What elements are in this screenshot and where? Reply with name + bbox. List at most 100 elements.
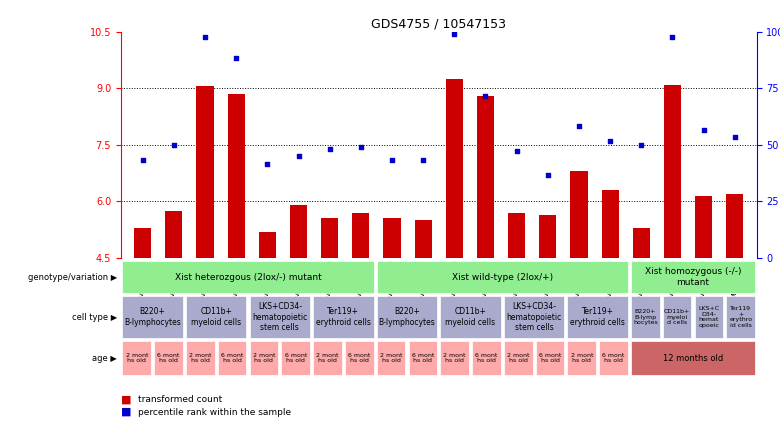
Text: transformed count: transformed count [138, 395, 222, 404]
Point [604, 138, 616, 145]
Bar [377, 296, 437, 338]
Text: percentile rank within the sample: percentile rank within the sample [138, 407, 291, 417]
Text: ■: ■ [121, 394, 131, 404]
Bar [122, 296, 183, 338]
Point [729, 134, 741, 141]
Bar [384, 218, 401, 258]
Bar [633, 228, 650, 258]
Bar [415, 220, 432, 258]
Text: 12 months old: 12 months old [663, 354, 723, 363]
Bar [441, 296, 501, 338]
Point [510, 147, 523, 154]
Bar [570, 171, 587, 258]
Text: CD11b+
myeloi
d cells: CD11b+ myeloi d cells [664, 309, 690, 325]
Point [168, 141, 180, 148]
Point [199, 34, 211, 41]
Bar [472, 341, 501, 375]
Bar [314, 341, 342, 375]
Bar [250, 296, 310, 338]
Text: genotype/variation ▶: genotype/variation ▶ [28, 272, 117, 282]
Bar [321, 218, 339, 258]
Bar [568, 296, 628, 338]
Bar [695, 196, 712, 258]
Bar [504, 341, 533, 375]
Point [666, 34, 679, 41]
Point [230, 55, 243, 61]
Bar [508, 213, 525, 258]
Point [136, 157, 149, 163]
Point [448, 30, 460, 37]
Text: Ter119+
erythroid cells: Ter119+ erythroid cells [316, 308, 370, 327]
Bar [197, 86, 214, 258]
Bar [353, 213, 370, 258]
Text: 2 mont
hs old: 2 mont hs old [253, 353, 275, 363]
Bar [664, 85, 681, 258]
Bar [259, 232, 276, 258]
Text: 2 mont
hs old: 2 mont hs old [380, 353, 402, 363]
Bar [186, 341, 214, 375]
Text: 6 mont
hs old: 6 mont hs old [475, 353, 498, 363]
Bar [290, 205, 307, 258]
Text: 6 mont
hs old: 6 mont hs old [158, 353, 179, 363]
Text: Ter119+
erythroid cells: Ter119+ erythroid cells [570, 308, 625, 327]
Bar [409, 341, 437, 375]
Text: 2 mont
hs old: 2 mont hs old [443, 353, 466, 363]
Bar [377, 341, 406, 375]
Text: Xist homozygous (-/-)
mutant: Xist homozygous (-/-) mutant [645, 267, 741, 287]
Text: 6 mont
hs old: 6 mont hs old [539, 353, 561, 363]
Point [386, 157, 399, 163]
Bar [445, 79, 463, 258]
Point [479, 93, 491, 99]
Bar [631, 261, 755, 293]
Bar [631, 296, 660, 338]
Bar [218, 341, 246, 375]
Bar [282, 341, 310, 375]
Text: Ter119
+
erythro
id cells: Ter119 + erythro id cells [729, 306, 752, 328]
Text: 6 mont
hs old: 6 mont hs old [221, 353, 243, 363]
Point [324, 145, 336, 152]
Text: B220+
B-lymp
hocytes: B220+ B-lymp hocytes [633, 309, 658, 325]
Text: 2 mont
hs old: 2 mont hs old [507, 353, 530, 363]
Text: B220+
B-lymphocytes: B220+ B-lymphocytes [378, 308, 435, 327]
Bar [154, 341, 183, 375]
Point [541, 172, 554, 179]
Bar [536, 341, 564, 375]
Text: LKS+CD34-
hematopoietic
stem cells: LKS+CD34- hematopoietic stem cells [506, 302, 562, 332]
Text: age ▶: age ▶ [92, 354, 117, 363]
Bar [695, 296, 723, 338]
Text: 6 mont
hs old: 6 mont hs old [602, 353, 625, 363]
Bar [345, 341, 374, 375]
Bar [726, 194, 743, 258]
Text: CD11b+
myeloid cells: CD11b+ myeloid cells [191, 308, 241, 327]
Bar [228, 94, 245, 258]
Bar [726, 296, 755, 338]
Bar [250, 341, 278, 375]
Text: 2 mont
hs old: 2 mont hs old [189, 353, 211, 363]
Text: Xist wild-type (2lox/+): Xist wild-type (2lox/+) [452, 272, 553, 282]
Bar [122, 341, 151, 375]
Text: CD11b+
myeloid cells: CD11b+ myeloid cells [445, 308, 495, 327]
Text: 2 mont
hs old: 2 mont hs old [570, 353, 593, 363]
Bar [441, 341, 469, 375]
Bar [377, 261, 628, 293]
Point [697, 126, 710, 133]
Text: ■: ■ [121, 407, 131, 417]
Bar [122, 261, 374, 293]
Bar [601, 190, 619, 258]
Bar [314, 296, 374, 338]
Text: LKS+CD34-
hematopoietic
stem cells: LKS+CD34- hematopoietic stem cells [252, 302, 307, 332]
Text: cell type ▶: cell type ▶ [72, 313, 117, 321]
Bar [504, 296, 564, 338]
Text: Xist heterozgous (2lox/-) mutant: Xist heterozgous (2lox/-) mutant [175, 272, 321, 282]
Bar [477, 96, 494, 258]
Title: GDS4755 / 10547153: GDS4755 / 10547153 [371, 18, 506, 30]
Point [573, 123, 585, 129]
Text: 6 mont
hs old: 6 mont hs old [285, 353, 307, 363]
Bar [568, 341, 596, 375]
Text: 2 mont
hs old: 2 mont hs old [316, 353, 339, 363]
Text: LKS+C
D34-
hemat
opoeic: LKS+C D34- hemat opoeic [698, 306, 719, 328]
Point [261, 160, 274, 167]
Point [417, 157, 430, 163]
Bar [186, 296, 246, 338]
Text: 6 mont
hs old: 6 mont hs old [412, 353, 434, 363]
